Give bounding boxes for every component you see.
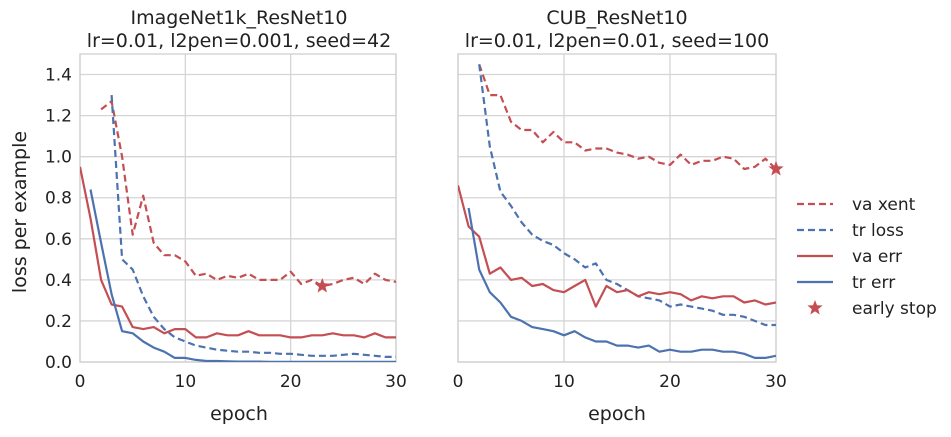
series-line-va-err [458, 185, 776, 308]
x-axis-label: epoch [588, 403, 646, 425]
early-stop-marker [768, 161, 784, 176]
legend-label: tr loss [852, 221, 904, 241]
x-tick-label: 30 [385, 372, 407, 392]
legend-star-icon [807, 300, 823, 315]
early-stop-marker [314, 278, 330, 293]
legend-label: va err [852, 247, 902, 267]
panel-title-line2: lr=0.01, l2pen=0.001, seed=42 [87, 30, 391, 52]
series-group [458, 63, 784, 359]
series-group [80, 95, 396, 362]
series-line-tr-loss [478, 64, 776, 327]
axes-frame [457, 53, 777, 363]
x-tick-label: 0 [75, 372, 86, 392]
legend-item: tr loss [797, 221, 904, 241]
y-tick-label: 1.2 [45, 107, 72, 127]
y-tick-label: 0.6 [45, 230, 72, 250]
tick-labels: 0 10 20 30 0.0 0.2 0.4 0.6 0.8 1.0 1.2 1.4 [45, 66, 407, 392]
series-line-tr-loss [110, 95, 396, 358]
y-tick-label: 0.8 [45, 189, 72, 209]
legend-item: va err [797, 247, 902, 267]
y-tick-label: 0.0 [45, 353, 72, 373]
x-axis-label: epoch [210, 403, 268, 425]
series-line-va-xent [100, 100, 396, 288]
panel-title-line1: ImageNet1k_ResNet10 [131, 7, 348, 29]
grid [457, 53, 777, 363]
x-tick-label: 0 [453, 372, 464, 392]
series-line-tr-err [89, 189, 396, 362]
panel-cub: CUB_ResNet10 lr=0.01, l2pen=0.01, seed=1… [453, 7, 787, 425]
panel-title-line2: lr=0.01, l2pen=0.01, seed=100 [465, 30, 769, 52]
x-tick-label: 30 [765, 372, 787, 392]
x-tick-label: 10 [175, 372, 197, 392]
x-tick-label: 20 [280, 372, 302, 392]
panel-imagenet: ImageNet1k_ResNet10 lr=0.01, l2pen=0.001… [9, 7, 407, 425]
series-line-va-xent [478, 63, 776, 171]
legend-label: early stop [852, 299, 937, 319]
y-tick-label: 1.4 [45, 66, 72, 86]
legend-label: tr err [852, 273, 895, 293]
panel-title-line1: CUB_ResNet10 [546, 7, 687, 29]
legend-item: tr err [797, 273, 895, 293]
tick-labels: 0 10 20 30 [453, 372, 787, 392]
y-tick-label: 1.0 [45, 148, 72, 168]
x-tick-label: 20 [659, 372, 681, 392]
y-tick-label: 0.2 [45, 312, 72, 332]
legend-item: early stop [807, 299, 937, 319]
legend-item: va xent [797, 195, 916, 215]
x-tick-label: 10 [553, 372, 575, 392]
series-line-tr-err [467, 207, 776, 359]
legend-label: va xent [852, 195, 916, 215]
legend: va xent tr loss va err tr err early stop [797, 195, 937, 319]
y-axis-label: loss per example [9, 131, 31, 293]
series-line-va-err [80, 166, 396, 339]
y-tick-label: 0.4 [45, 271, 72, 291]
